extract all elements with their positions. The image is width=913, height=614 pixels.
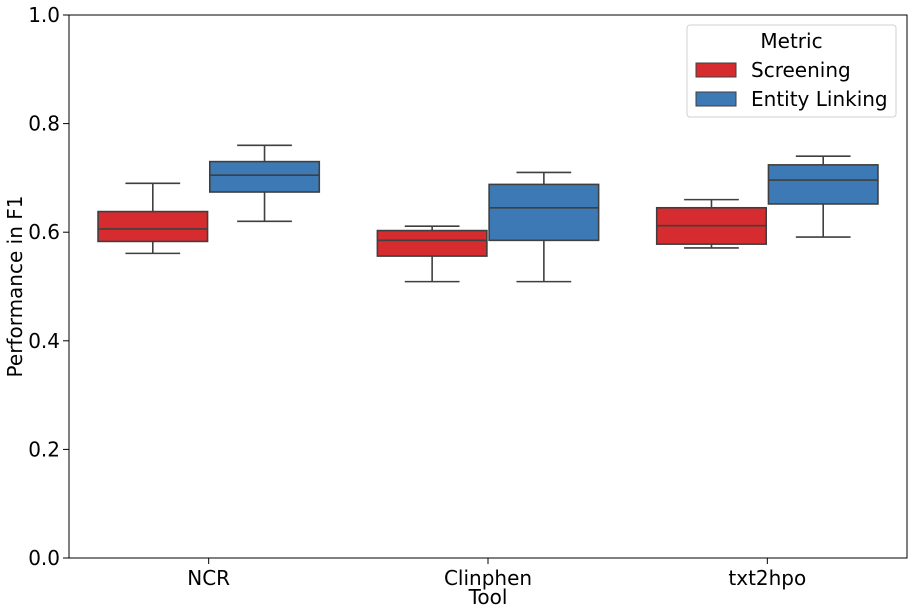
box-body [208, 160, 321, 193]
box-entity-linking-clinphen [488, 171, 600, 283]
box-group [97, 144, 879, 283]
legend-label: Screening [751, 58, 851, 82]
y-tick-label: 0.2 [28, 437, 60, 461]
x-axis-label: Tool [468, 585, 508, 609]
box-entity-linking-txt2hpo [767, 155, 879, 238]
legend-frame [686, 24, 897, 118]
x-tick-label: Clinphen [444, 566, 532, 590]
legend-title: Metric [760, 29, 822, 53]
x-tick-label: txt2hpo [728, 566, 806, 590]
box-screening-clinphen [376, 225, 488, 283]
box-body [376, 229, 488, 257]
y-tick-label: 0.8 [28, 112, 60, 136]
y-axis-label: Performance in F1 [3, 196, 27, 378]
y-tick-label: 0.6 [28, 220, 60, 244]
box-body [767, 164, 879, 205]
y-tick-label: 0.0 [28, 546, 60, 570]
y-tick-label: 0.4 [28, 329, 60, 353]
box-screening-txt2hpo [655, 198, 768, 249]
legend: Metric Screening Entity Linking [686, 24, 897, 118]
box-entity-linking-ncr [208, 144, 321, 223]
legend-label: Entity Linking [751, 87, 888, 111]
box-body [488, 183, 600, 242]
box-body [97, 210, 209, 243]
legend-swatch [695, 62, 737, 78]
x-axis: NCR Clinphen txt2hpo [187, 558, 806, 590]
legend-swatch [695, 91, 737, 107]
y-tick-label: 1.0 [28, 3, 60, 27]
box-screening-ncr [97, 182, 209, 255]
y-axis: 0.0 0.2 0.4 0.6 0.8 1.0 [28, 3, 69, 570]
legend-items: Screening Entity Linking [695, 58, 888, 111]
x-tick-label: NCR [187, 566, 230, 590]
